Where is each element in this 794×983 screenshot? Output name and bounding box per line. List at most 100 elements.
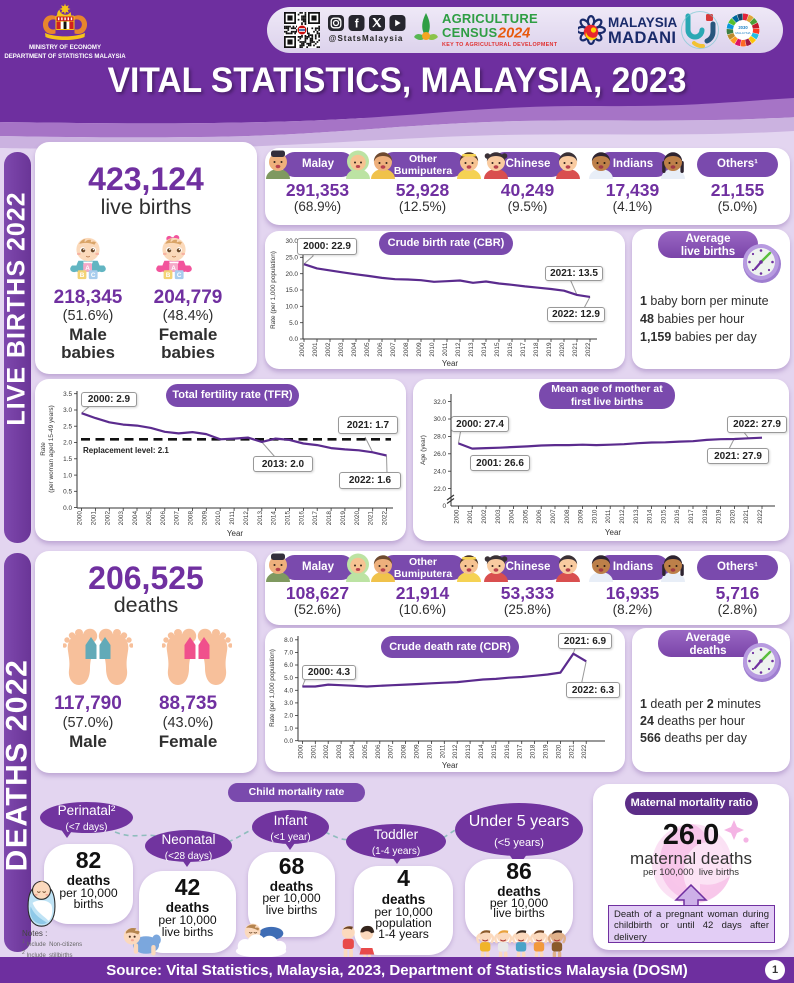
svg-text:2005: 2005 (362, 744, 369, 759)
svg-text:30.0: 30.0 (286, 238, 299, 245)
svg-text:2000: 2000 (297, 744, 304, 759)
svg-text:1.0: 1.0 (284, 725, 293, 732)
svg-text:2018: 2018 (530, 744, 537, 759)
svg-text:2002: 2002 (325, 342, 332, 357)
svg-text:2002: 2002 (104, 511, 111, 526)
svg-text:Replacement level: 2.1: Replacement level: 2.1 (83, 446, 169, 455)
svg-text:2002: 2002 (323, 744, 330, 759)
svg-text:2013: 2013 (465, 744, 472, 759)
svg-text:2017: 2017 (688, 509, 695, 524)
svg-text:2008: 2008 (188, 511, 195, 526)
svg-text:2004: 2004 (509, 509, 516, 524)
svg-text:A: A (171, 265, 176, 272)
svg-text:Rate: Rate (40, 442, 47, 456)
svg-text:2017: 2017 (520, 342, 527, 357)
svg-text:B: B (80, 272, 85, 279)
svg-text:3.0: 3.0 (63, 407, 72, 414)
svg-text:2001: 2001 (310, 744, 317, 759)
svg-text:6.0: 6.0 (284, 662, 293, 669)
svg-text:2008: 2008 (403, 342, 410, 357)
svg-text:2001: 2001 (467, 509, 474, 524)
svg-text:2017: 2017 (312, 511, 319, 526)
svg-text:0: 0 (442, 503, 446, 510)
svg-text:2014: 2014 (478, 744, 485, 759)
svg-text:2011: 2011 (439, 744, 446, 758)
svg-text:2005: 2005 (146, 511, 153, 526)
svg-text:2007: 2007 (388, 744, 395, 759)
svg-text:Year: Year (227, 529, 244, 538)
svg-text:2024: 2024 (497, 26, 530, 42)
svg-text:2007: 2007 (550, 509, 557, 524)
svg-text:1.0: 1.0 (63, 472, 72, 479)
svg-text:Year: Year (442, 761, 459, 770)
svg-text:2017: 2017 (517, 744, 524, 759)
svg-text:0.5: 0.5 (63, 489, 72, 496)
svg-text:2014: 2014 (647, 509, 654, 524)
svg-text:32.0: 32.0 (434, 399, 447, 406)
svg-text:2000: 2000 (299, 342, 306, 357)
svg-text:2022: 2022 (757, 509, 764, 524)
svg-text:2015: 2015 (494, 342, 501, 357)
svg-text:(per woman aged 15-49 years): (per woman aged 15-49 years) (48, 405, 55, 492)
svg-text:2010: 2010 (426, 744, 433, 759)
svg-text:2008: 2008 (401, 744, 408, 759)
svg-text:2002: 2002 (481, 509, 488, 524)
svg-text:2020: 2020 (555, 744, 562, 759)
svg-text:2020: 2020 (354, 511, 361, 526)
svg-text:8.0: 8.0 (284, 637, 293, 644)
svg-text:2021: 2021 (743, 509, 750, 524)
svg-text:3.0: 3.0 (284, 700, 293, 707)
svg-text:7.0: 7.0 (284, 650, 293, 657)
svg-text:2018: 2018 (326, 511, 333, 526)
svg-text:2003: 2003 (495, 509, 502, 524)
svg-text:2010: 2010 (429, 342, 436, 357)
svg-text:2000: 2000 (77, 511, 84, 526)
svg-text:2008: 2008 (564, 509, 571, 524)
svg-text:2007: 2007 (174, 511, 181, 526)
svg-text:0.0: 0.0 (289, 336, 298, 343)
svg-text:2004: 2004 (351, 342, 358, 357)
svg-text:2019: 2019 (546, 342, 553, 357)
svg-text:2016: 2016 (504, 744, 511, 759)
svg-text:2015: 2015 (660, 509, 667, 524)
svg-text:Year: Year (442, 359, 459, 368)
svg-text:AGRICULTURE: AGRICULTURE (442, 11, 538, 26)
svg-text:2009: 2009 (201, 511, 208, 526)
svg-text:10.0: 10.0 (286, 304, 299, 311)
svg-text:2004: 2004 (349, 744, 356, 759)
svg-text:2005: 2005 (364, 342, 371, 357)
svg-text:f: f (355, 19, 359, 31)
svg-text:2006: 2006 (160, 511, 167, 526)
svg-text:C: C (177, 272, 182, 279)
svg-text:2.5: 2.5 (63, 424, 72, 431)
svg-text:2019: 2019 (340, 511, 347, 526)
svg-text:2022: 2022 (382, 511, 389, 526)
svg-text:22.0: 22.0 (434, 486, 447, 493)
svg-text:2003: 2003 (338, 342, 345, 357)
svg-text:Year: Year (605, 528, 622, 537)
svg-text:2018: 2018 (702, 509, 709, 524)
svg-text:2.0: 2.0 (63, 440, 72, 447)
svg-text:2012: 2012 (455, 342, 462, 357)
svg-text:2016: 2016 (507, 342, 514, 357)
svg-text:2016: 2016 (674, 509, 681, 524)
svg-text:2001: 2001 (312, 342, 319, 357)
svg-text:2016: 2016 (298, 511, 305, 526)
svg-text:2021: 2021 (568, 744, 575, 759)
svg-text:25.0: 25.0 (286, 255, 299, 262)
svg-text:20.0: 20.0 (286, 271, 299, 278)
svg-text:15.0: 15.0 (286, 287, 299, 294)
svg-text:2009: 2009 (414, 744, 421, 759)
svg-text:30.0: 30.0 (434, 416, 447, 423)
svg-text:2011: 2011 (605, 509, 612, 523)
svg-text:2021: 2021 (572, 342, 579, 357)
svg-text:2007: 2007 (390, 342, 397, 357)
svg-text:2014: 2014 (481, 342, 488, 357)
svg-text:KEY TO AGRICULTURAL DEVELOPMEN: KEY TO AGRICULTURAL DEVELOPMENT (442, 42, 558, 48)
svg-text:2015: 2015 (491, 744, 498, 759)
svg-text:0.0: 0.0 (63, 505, 72, 512)
svg-text:2012: 2012 (452, 744, 459, 759)
svg-text:2020: 2020 (729, 509, 736, 524)
svg-text:Rate (per 1,000 population): Rate (per 1,000 population) (269, 649, 276, 727)
svg-text:2020: 2020 (559, 342, 566, 357)
